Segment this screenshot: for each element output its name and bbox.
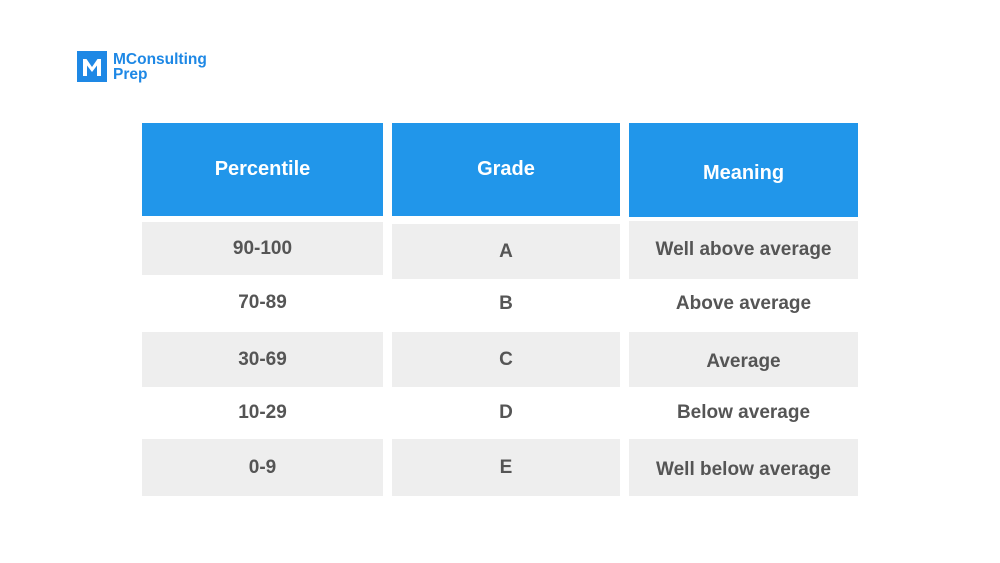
table-cell: D [392, 389, 620, 437]
header-percentile: Percentile [142, 123, 383, 216]
table-cell: 70-89 [142, 277, 383, 329]
table-cell: Average [629, 332, 858, 387]
table-cell: C [392, 332, 620, 387]
table-cell: 10-29 [142, 389, 383, 437]
table-cell: Well above average [629, 221, 858, 279]
header-meaning: Meaning [629, 123, 858, 217]
brand-name-line2: Prep [113, 65, 148, 83]
table-cell: A [392, 224, 620, 279]
brand-name-line1: MConsulting [113, 50, 207, 68]
brand-name: MConsulting Prep [113, 50, 207, 83]
table-cell: 90-100 [142, 222, 383, 275]
header-grade: Grade [392, 123, 620, 216]
brand-logo: MConsulting Prep [77, 51, 207, 82]
table-cell: B [392, 279, 620, 329]
table-cell: Above average [629, 279, 858, 329]
m-logo-icon [77, 51, 107, 82]
table-cell: 0-9 [142, 439, 383, 496]
table-cell: Below average [629, 389, 858, 437]
table-cell: E [392, 439, 620, 496]
table-cell: Well below average [629, 439, 858, 496]
table-cell: 30-69 [142, 332, 383, 387]
